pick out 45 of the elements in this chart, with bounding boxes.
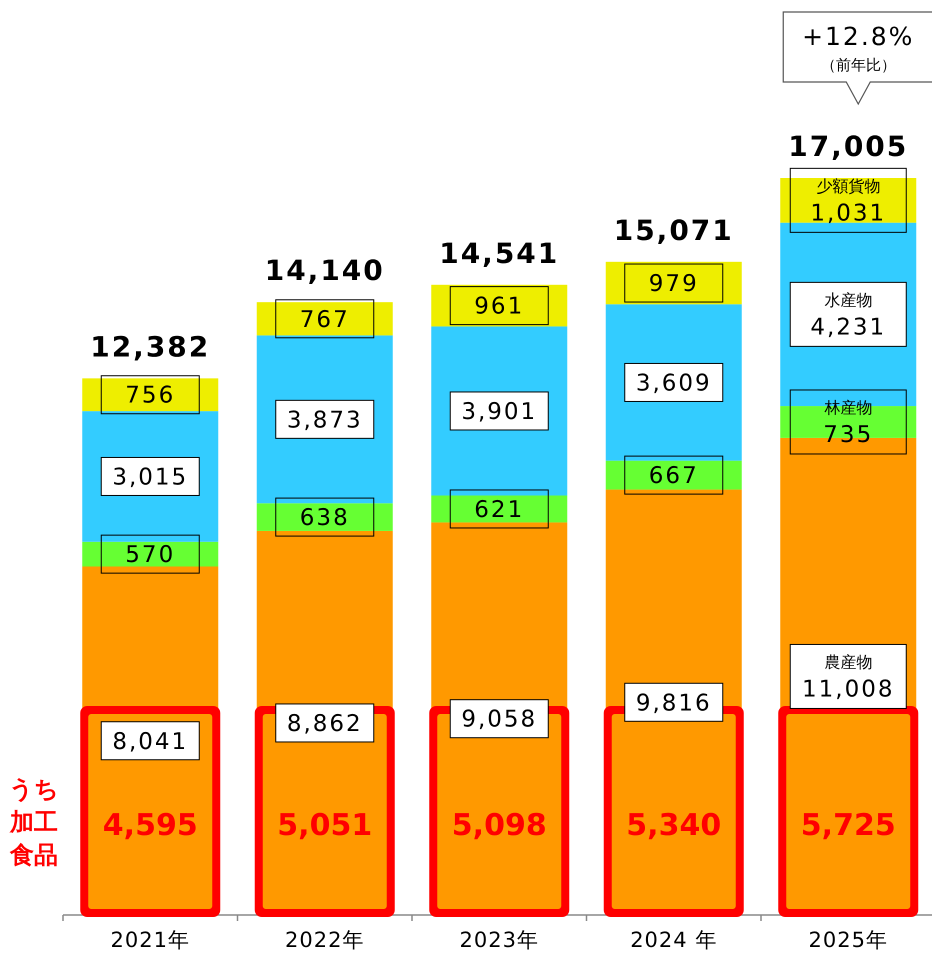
data-label: 570 [125, 542, 176, 568]
x-tick-label: 2022年 [285, 928, 364, 952]
data-label: 8,862 [286, 710, 363, 737]
text: うち加工食品 [9, 775, 59, 869]
x-tick-label: 2024 年 [630, 928, 718, 952]
annotation: 5,725 [800, 808, 896, 843]
data-label: 621 [474, 496, 524, 523]
bar [606, 262, 742, 304]
data-label: 11,008 [802, 676, 894, 702]
annotation: 5,051 [277, 808, 372, 843]
bar [82, 378, 218, 412]
total-label: 12,382 [90, 330, 210, 364]
data-label: 1,031 [810, 200, 886, 226]
data-label: 8,041 [112, 728, 188, 755]
x-tick-label: 2023年 [460, 928, 539, 952]
data-label: 756 [125, 382, 176, 409]
data-label: 4,231 [810, 314, 886, 340]
data-label: 3,609 [636, 370, 712, 396]
data-label: 3,015 [112, 464, 188, 490]
data-label: 9,058 [461, 706, 538, 733]
data-label: 667 [648, 463, 699, 490]
annotation: 5,340 [626, 808, 722, 843]
series-label: 少額貨物 [816, 176, 880, 196]
series-label: 農産物 [824, 652, 872, 672]
callout: +12.8% （前年比） [782, 11, 932, 106]
bar [431, 496, 568, 522]
bar [431, 284, 568, 326]
x-tick-label: 2025年 [808, 928, 888, 952]
total-label: 15,071 [614, 214, 734, 247]
data-label: 767 [300, 306, 350, 333]
annotation: 4,595 [102, 808, 198, 843]
data-label: 3,873 [286, 407, 363, 434]
x-tick-label: 2021年 [110, 928, 190, 952]
data-label: 961 [474, 294, 524, 320]
bar [606, 460, 742, 490]
series-label: 水産物 [824, 290, 872, 310]
data-label: 979 [648, 271, 699, 298]
total-label: 14,541 [439, 236, 560, 270]
total-label: 14,140 [264, 254, 385, 288]
data-label: 9,816 [636, 690, 712, 716]
annotation: 5,098 [452, 808, 547, 843]
bar [256, 302, 393, 336]
total-label: 17,005 [788, 130, 908, 163]
data-label: 3,901 [461, 398, 538, 425]
data-label: 638 [300, 505, 350, 532]
